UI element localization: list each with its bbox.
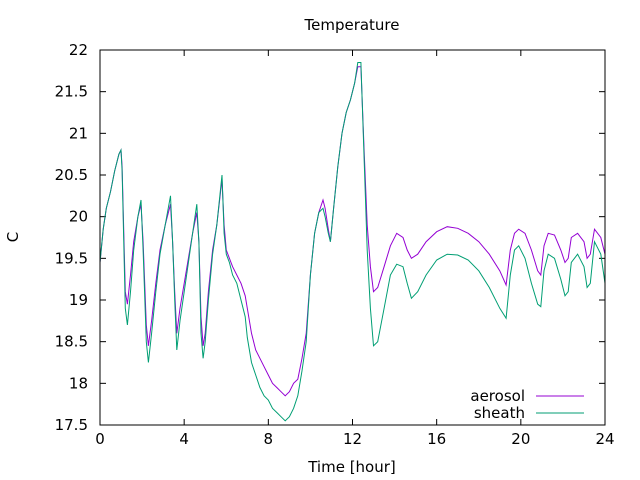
y-tick-label: 18.5 [55,333,88,351]
x-tick-label: 24 [595,430,614,448]
legend-label-sheath: sheath [474,404,525,422]
axis-ticks: 0 4 8 12 16 20 24 17.5 18 18.5 19 19.5 20 20.5 21 21.5 2… [55,41,615,448]
legend-label-aerosol: aerosol [470,387,525,405]
y-tick-label: 17.5 [55,416,88,434]
y-axis-label: C [4,232,22,242]
series-line-aerosol [99,66,606,397]
x-tick-label: 16 [427,430,446,448]
y-tick-label: 19.5 [55,249,88,267]
x-tick-label: 0 [95,430,105,448]
x-tick-label: 8 [264,430,274,448]
x-tick-label: 4 [179,430,189,448]
plot-frame [99,49,606,426]
y-tick-label: 22 [69,41,88,59]
y-tick-label: 20 [69,208,88,226]
series-layer [99,62,606,422]
y-tick-label: 21.5 [55,83,88,101]
x-tick-label: 12 [343,430,362,448]
x-axis-label: Time [hour] [307,458,396,476]
y-tick-label: 21 [69,124,88,142]
y-tick-label: 20.5 [55,166,88,184]
y-tick-label: 18 [69,374,88,392]
series-line-sheath [99,62,606,422]
x-tick-label: 20 [511,430,530,448]
y-tick-label: 19 [69,291,88,309]
chart-title: Temperature [303,16,399,34]
